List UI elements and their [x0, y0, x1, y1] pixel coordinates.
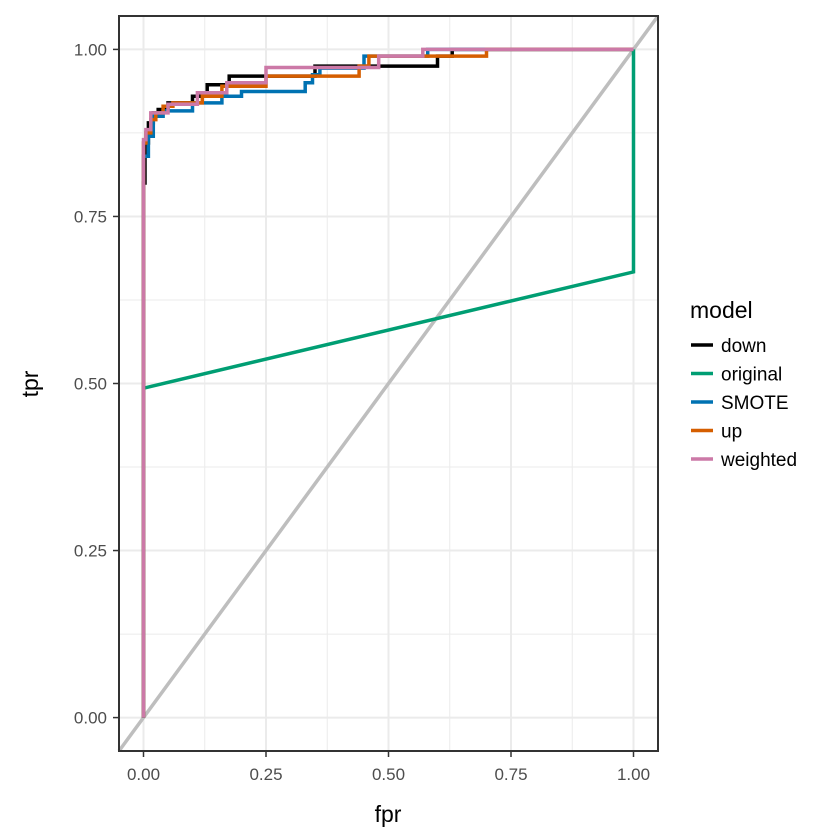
- y-axis-title: tpr: [17, 370, 43, 397]
- legend-label: down: [721, 336, 766, 357]
- legend-item-smote: SMOTE: [691, 393, 789, 414]
- x-tick-label: 0.00: [127, 765, 160, 784]
- legend-title: model: [690, 297, 753, 323]
- legend-item-original: original: [691, 365, 782, 386]
- legend-label: original: [721, 365, 782, 386]
- y-tick-label: 0.25: [74, 542, 107, 561]
- x-tick-label: 0.50: [372, 765, 405, 784]
- x-axis: 0.00 0.25 0.50 0.75 1.00: [127, 751, 650, 784]
- x-tick-label: 0.25: [249, 765, 282, 784]
- series-lines: [141, 47, 636, 718]
- legend-item-down: down: [691, 336, 766, 357]
- y-tick-label: 0.50: [74, 375, 107, 394]
- series-line-weighted: [141, 47, 634, 718]
- legend: model down original SMOTE up weighted: [690, 297, 797, 471]
- y-tick-label: 0.75: [74, 207, 107, 226]
- legend-label: up: [721, 422, 742, 443]
- legend-label: weighted: [720, 450, 797, 471]
- diagonal-reference-line: [117, 14, 660, 753]
- y-axis: 0.00 0.25 0.50 0.75 1.00: [74, 40, 119, 728]
- y-tick-label: 1.00: [74, 40, 107, 59]
- legend-item-weighted: weighted: [691, 450, 797, 471]
- legend-label: SMOTE: [721, 393, 789, 414]
- x-tick-label: 1.00: [617, 765, 650, 784]
- legend-item-up: up: [691, 422, 742, 443]
- x-tick-label: 0.75: [494, 765, 527, 784]
- y-tick-label: 0.00: [74, 709, 107, 728]
- x-axis-title: fpr: [375, 801, 402, 827]
- legend-items: down original SMOTE up weighted: [691, 336, 797, 471]
